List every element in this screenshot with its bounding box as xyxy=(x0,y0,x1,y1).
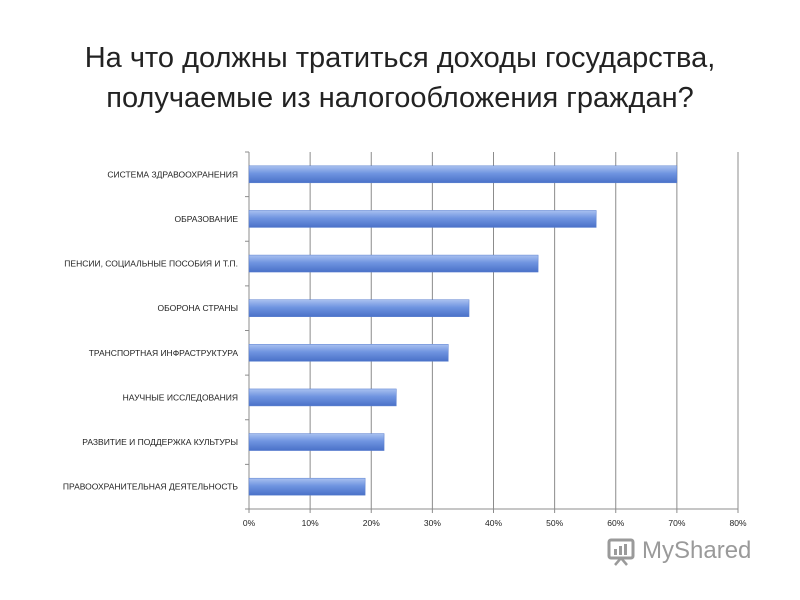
title-line-1: На что должны тратиться доходы государст… xyxy=(84,42,716,74)
category-label: НАУЧНЫЕ ИССЛЕДОВАНИЯ xyxy=(123,392,238,402)
category-label: ПРАВООХРАНИТЕЛЬНАЯ ДЕЯТЕЛЬНОСТЬ xyxy=(63,482,239,492)
title-line-2: получаемые из налогообложения граждан? xyxy=(106,82,694,114)
bar xyxy=(248,344,449,362)
watermark-text: MyShared xyxy=(642,537,752,564)
x-tick-label: 80% xyxy=(729,518,746,528)
bar xyxy=(248,210,597,228)
category-label: ОБРАЗОВАНИЕ xyxy=(175,214,239,224)
x-tick-label: 50% xyxy=(546,518,563,528)
category-label: ПЕНСИИ, СОЦИАЛЬНЫЕ ПОСОБИЯ И Т.П. xyxy=(64,259,238,269)
bar xyxy=(248,477,366,496)
bar xyxy=(248,388,397,407)
bar xyxy=(248,165,678,184)
x-tick-label: 10% xyxy=(302,518,319,528)
watermark: MyShared xyxy=(606,536,751,566)
x-tick-labels: 0% 10% 20% 30% 40% 50% 60% 70% 80% xyxy=(243,518,747,528)
category-label: ОБОРОНА СТРАНЫ xyxy=(158,303,238,313)
x-tick-label: 70% xyxy=(668,518,685,528)
bar xyxy=(248,254,539,273)
grid-lines xyxy=(245,151,739,513)
x-tick-label: 30% xyxy=(424,518,441,528)
category-labels: СИСТЕМА ЗДРАВООХРАНЕНИЯ ОБРАЗОВАНИЕ ПЕНСИИ… xyxy=(63,169,239,491)
myshared-logo-icon xyxy=(607,538,635,566)
bar xyxy=(248,299,470,317)
page-title: На что должны тратиться доходы государст… xyxy=(40,38,760,118)
category-label: РАЗВИТИЕ И ПОДДЕРЖКА КУЛЬТУРЫ xyxy=(82,437,238,447)
x-tick-label: 20% xyxy=(363,518,380,528)
x-tick-label: 0% xyxy=(243,518,256,528)
category-label: ТРАНСПОРТНАЯ ИНФРАСТРУКТУРА xyxy=(89,348,239,358)
bar xyxy=(248,433,385,451)
x-tick-label: 40% xyxy=(485,518,502,528)
bars xyxy=(248,165,678,496)
x-tick-label: 60% xyxy=(607,518,624,528)
category-label: СИСТЕМА ЗДРАВООХРАНЕНИЯ xyxy=(107,169,238,179)
